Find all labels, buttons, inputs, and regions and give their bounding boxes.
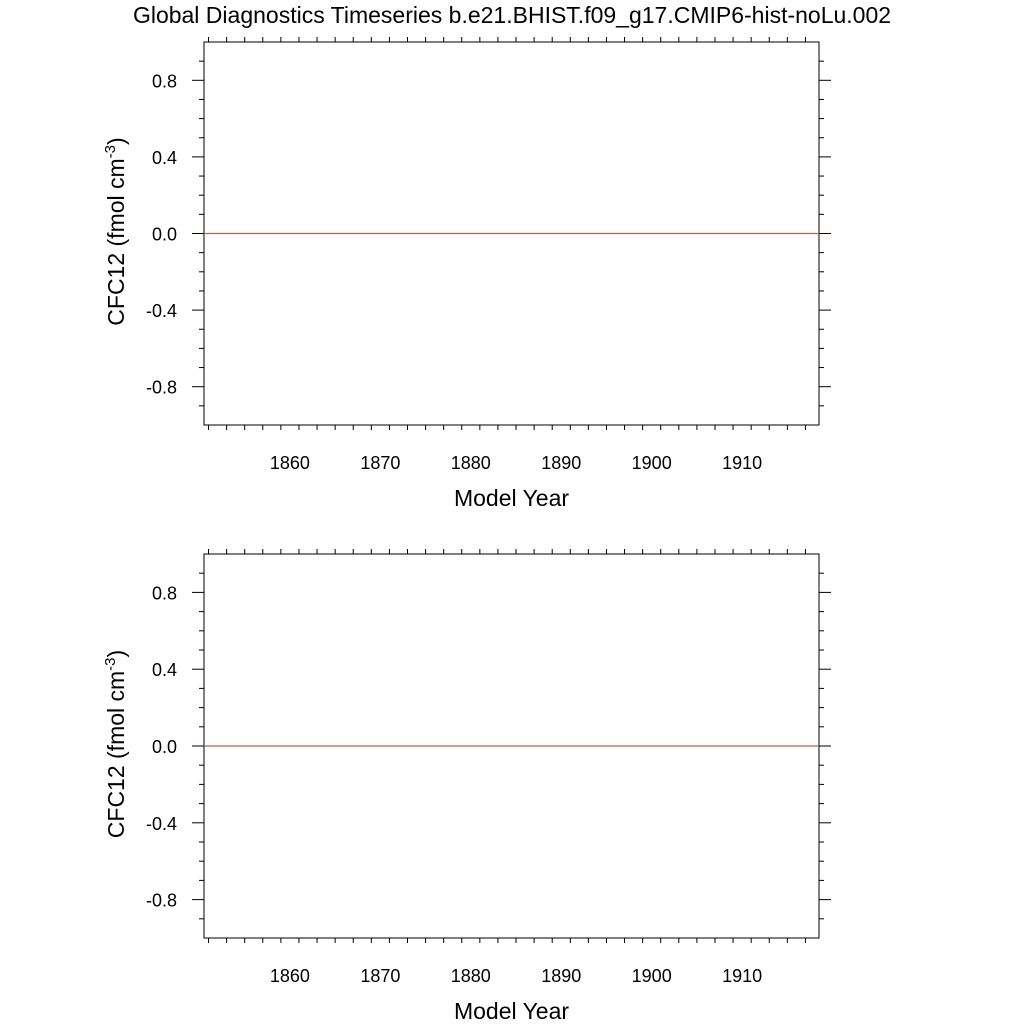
y-tick-label: 0.8	[152, 583, 177, 603]
y-axis-label: CFC12 (fmol cm-3)	[102, 137, 129, 325]
x-tick-label: 1860	[270, 453, 310, 473]
x-tick-label: 1870	[360, 966, 400, 986]
x-tick-label: 1890	[541, 453, 581, 473]
x-axis-label: Model Year	[454, 998, 569, 1024]
y-tick-label: 0.8	[152, 71, 177, 91]
y-tick-label: 0.0	[152, 737, 177, 757]
x-tick-label: 1900	[632, 453, 672, 473]
x-tick-label: 1860	[270, 966, 310, 986]
y-tick-label: 0.0	[152, 225, 177, 245]
bottom-panel: 0.8 0.4 0.0 -0.4 -0.8 1860 1870 1880 1890 1900 191…	[102, 549, 831, 1024]
y-tick-label: -0.8	[146, 891, 177, 911]
y-tick-label: 0.4	[152, 660, 177, 680]
x-tick-label: 1910	[722, 966, 762, 986]
y-axis-label: CFC12 (fmol cm-3)	[102, 650, 129, 838]
x-axis-label: Model Year	[454, 485, 569, 511]
x-tick-label: 1890	[541, 966, 581, 986]
x-tick-label: 1910	[722, 453, 762, 473]
y-tick-label: -0.4	[146, 301, 177, 321]
top-panel: 0.8 0.4 0.0 -0.4 -0.8 1860 1870 1880 1890 1900 191…	[102, 37, 831, 511]
figure-title: Global Diagnostics Timeseries b.e21.BHIS…	[133, 2, 891, 28]
x-tick-label: 1880	[451, 453, 491, 473]
x-tick-label: 1870	[360, 453, 400, 473]
y-tick-label: -0.8	[146, 378, 177, 398]
y-tick-label: -0.4	[146, 814, 177, 834]
y-tick-label: 0.4	[152, 148, 177, 168]
x-tick-label: 1880	[451, 966, 491, 986]
x-tick-label: 1900	[632, 966, 672, 986]
